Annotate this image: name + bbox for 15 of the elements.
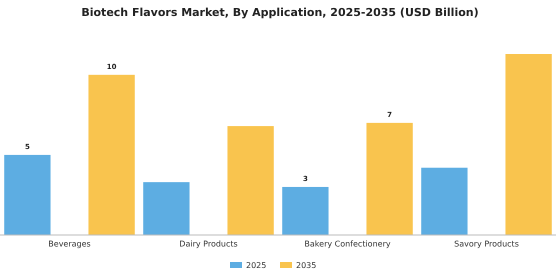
x-tick-label: Bakery Confectionery [304, 240, 391, 249]
bar [227, 126, 274, 235]
bar [505, 54, 552, 235]
bar [88, 74, 135, 235]
legend-label: 2025 [246, 261, 266, 270]
bar [421, 168, 468, 235]
legend-label: 2035 [296, 261, 316, 270]
bar [143, 182, 190, 235]
chart-title: Biotech Flavors Market, By Application, 2025-2035 (USD Billion) [81, 6, 479, 19]
bar [366, 122, 413, 235]
x-tick-label: Savory Products [454, 240, 519, 249]
bar [282, 186, 329, 235]
bar [4, 154, 51, 235]
x-tick-label: Beverages [48, 240, 91, 249]
x-tick-label: Dairy Products [179, 240, 238, 249]
